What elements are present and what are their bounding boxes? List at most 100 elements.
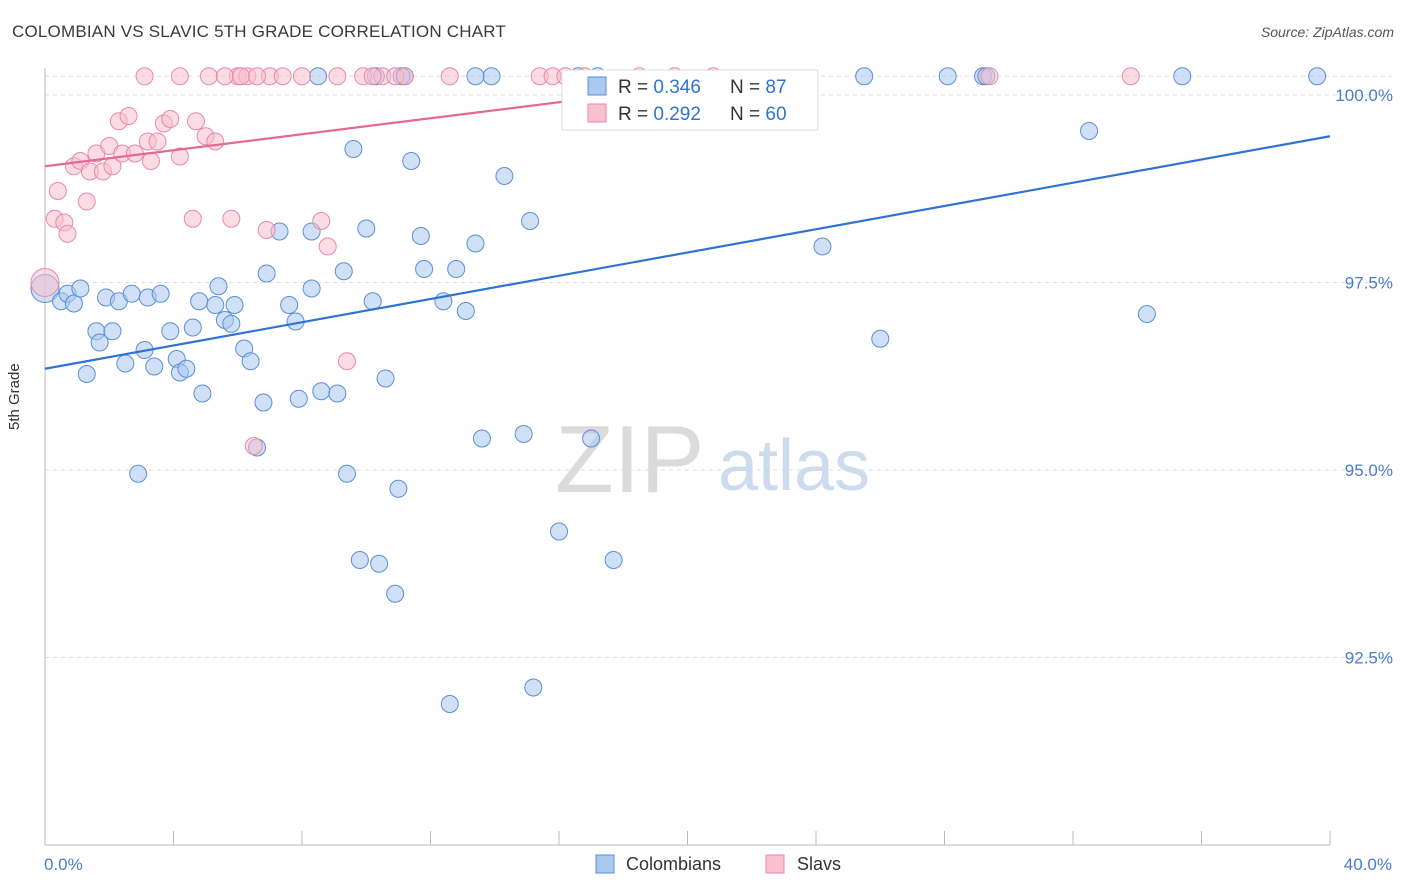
x-tick-label-0: 0.0% (44, 855, 83, 874)
point-colombians-34 (257, 264, 276, 283)
svg-text:R = 0.292: R = 0.292 (618, 104, 701, 125)
point-slavs-59 (328, 67, 347, 86)
legend-r-label-2: R = (618, 104, 653, 125)
svg-text:R = 0.346: R = 0.346 (618, 77, 701, 98)
legend-n-value-2: 60 (765, 104, 786, 125)
point-slavs-35 (312, 212, 331, 230)
legend-n-label-1: N = (730, 77, 765, 98)
legend-swatch-colombians (595, 854, 615, 874)
y-tick-label-0: 100.0% (1335, 86, 1393, 105)
point-colombians-41 (312, 382, 331, 401)
point-colombians-59 (447, 260, 466, 278)
point-slavs-24 (186, 112, 205, 131)
point-colombians-25 (206, 296, 225, 314)
point-colombians-49 (370, 554, 389, 573)
point-slavs-56 (1121, 67, 1140, 86)
correlation-legend: R = 0.346 N = 87 R = 0.292 N = 60 (561, 69, 819, 131)
legend-r-value-2: 0.292 (653, 104, 701, 125)
point-colombians-5 (77, 365, 96, 383)
point-colombians-50 (376, 369, 395, 388)
point-colombians-70 (582, 429, 601, 448)
y-tick-label-2: 95.0% (1345, 461, 1393, 480)
point-colombians-64 (495, 167, 514, 185)
point-colombians-29 (225, 296, 244, 314)
point-colombians-33 (254, 393, 273, 412)
legend-n-label-2: N = (730, 104, 765, 125)
point-colombians-81 (1173, 67, 1192, 86)
point-colombians-82 (1308, 67, 1327, 86)
point-colombians-48 (363, 292, 382, 311)
data-points (30, 67, 1327, 713)
legend-swatch-slavs (765, 854, 785, 874)
point-colombians-42 (328, 384, 347, 403)
point-colombians-56 (415, 260, 434, 278)
source-label: Source: ZipAtlas.com (1260, 24, 1394, 40)
point-colombians-18 (161, 322, 180, 341)
point-slavs-43 (248, 67, 267, 86)
point-colombians-43 (334, 262, 353, 281)
watermark: ZIP atlas (555, 406, 870, 513)
point-slavs-30 (244, 437, 263, 455)
point-slavs-34 (293, 67, 311, 86)
point-colombians-76 (938, 67, 957, 86)
y-tick-label-3: 92.5% (1345, 649, 1393, 668)
point-colombians-13 (129, 464, 148, 483)
point-colombians-52 (389, 479, 408, 498)
point-colombians-11 (116, 354, 135, 373)
point-slavs-39 (170, 67, 189, 86)
svg-text:N = 60: N = 60 (730, 104, 787, 125)
point-slavs-42 (231, 67, 250, 86)
point-colombians-84 (309, 67, 328, 86)
point-slavs-36 (318, 237, 337, 256)
point-colombians-55 (411, 227, 430, 245)
point-colombians-67 (524, 678, 543, 697)
svg-text:N = 87: N = 87 (730, 77, 787, 98)
point-colombians-26 (209, 277, 228, 296)
point-slavs-58 (395, 67, 414, 86)
point-colombians-80 (1137, 305, 1156, 323)
legend-label-colombians: Colombians (626, 854, 721, 874)
point-slavs-55 (980, 67, 999, 86)
point-colombians-28 (222, 314, 241, 333)
chart-title: COLOMBIAN VS SLAVIC 5TH GRADE CORRELATIO… (12, 22, 506, 41)
point-colombians-4 (71, 279, 90, 298)
point-slavs-0 (30, 268, 60, 297)
point-slavs-27 (222, 209, 241, 228)
point-colombians-73 (813, 237, 832, 256)
legend-n-value-1: 87 (765, 77, 786, 98)
point-colombians-12 (122, 284, 141, 303)
point-slavs-23 (183, 209, 202, 228)
point-colombians-58 (440, 695, 459, 713)
point-slavs-4 (58, 224, 77, 243)
x-tick-label-1: 40.0% (1344, 855, 1392, 874)
watermark-zip: ZIP (555, 406, 704, 513)
point-colombians-51 (386, 584, 405, 603)
point-slavs-2 (48, 182, 67, 200)
point-slavs-41 (215, 67, 234, 86)
point-slavs-40 (199, 67, 218, 86)
point-colombians-85 (466, 67, 485, 86)
point-slavs-26 (206, 132, 225, 151)
point-colombians-8 (103, 322, 122, 341)
point-colombians-61 (466, 234, 485, 253)
point-colombians-54 (402, 152, 421, 170)
point-colombians-74 (855, 67, 874, 86)
point-colombians-16 (145, 357, 164, 376)
point-slavs-18 (142, 152, 161, 170)
point-slavs-15 (119, 107, 138, 125)
point-colombians-36 (280, 296, 299, 314)
point-slavs-7 (77, 192, 96, 211)
axes (44, 68, 1331, 846)
point-slavs-57 (363, 67, 382, 86)
point-colombians-46 (350, 551, 369, 569)
point-slavs-47 (440, 67, 459, 86)
point-slavs-21 (161, 110, 180, 128)
point-colombians-22 (183, 318, 202, 337)
point-slavs-38 (135, 67, 154, 86)
legend-r-value-1: 0.346 (653, 77, 701, 98)
legend-swatch-pink (587, 103, 607, 123)
point-colombians-44 (337, 464, 356, 483)
point-slavs-19 (148, 132, 167, 151)
series-legend: Colombians Slavs (595, 854, 841, 874)
y-tick-label-1: 97.5% (1345, 274, 1393, 293)
